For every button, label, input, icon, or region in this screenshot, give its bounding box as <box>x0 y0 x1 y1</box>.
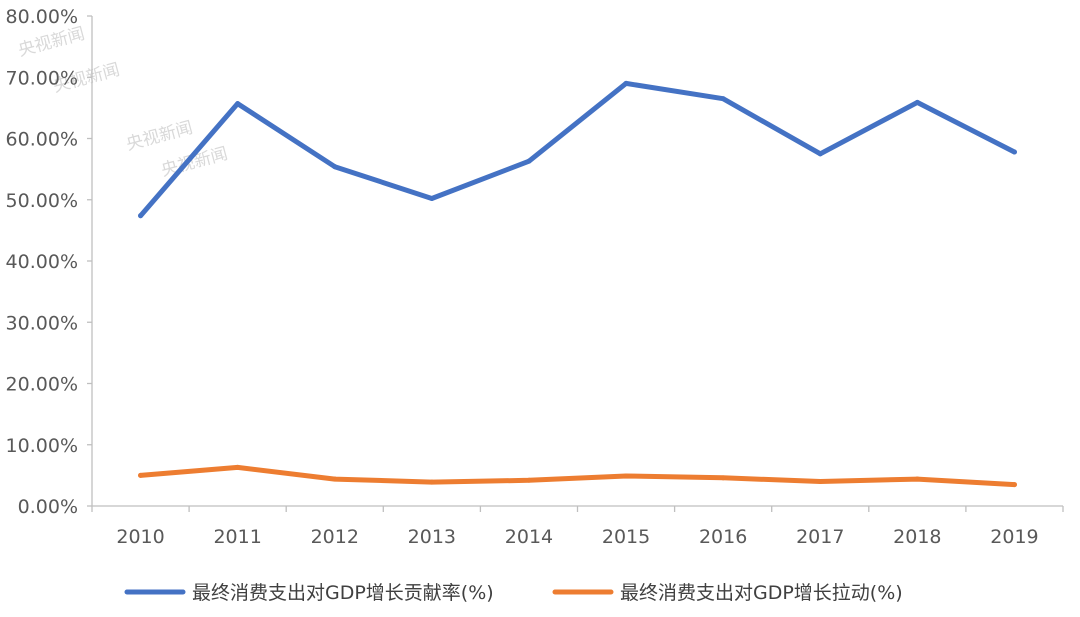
legend-label: 最终消费支出对GDP增长拉动(%) <box>620 582 903 604</box>
x-tick-label: 2011 <box>213 526 261 548</box>
legend-label: 最终消费支出对GDP增长贡献率(%) <box>192 582 494 604</box>
data-point <box>914 99 920 105</box>
series-lines <box>138 80 1017 488</box>
data-point <box>914 476 920 482</box>
y-tick-label: 10.00% <box>6 435 78 457</box>
data-point <box>235 101 241 107</box>
data-point <box>1011 482 1017 488</box>
series-line-2 <box>138 464 1017 488</box>
series-line-1 <box>138 80 1017 219</box>
x-tick-label: 2010 <box>116 526 164 548</box>
x-tick-label: 2016 <box>699 526 747 548</box>
data-point <box>623 80 629 86</box>
x-tick-label: 2015 <box>602 526 650 548</box>
x-tick-label: 2018 <box>893 526 941 548</box>
data-point <box>720 96 726 102</box>
y-tick-label: 80.00% <box>6 6 78 28</box>
data-point <box>235 464 241 470</box>
data-point <box>332 164 338 170</box>
y-tick-label: 0.00% <box>18 496 78 518</box>
x-tick-label: 2014 <box>505 526 553 548</box>
data-point <box>429 479 435 485</box>
x-tick-label: 2017 <box>796 526 844 548</box>
x-axis: 2010 2011 2012 2013 2014 2015 2016 2017 2018 2019 <box>91 505 1064 548</box>
data-point <box>817 479 823 484</box>
watermark-text: 央视新闻 <box>159 144 230 181</box>
watermark-text: 央视新闻 <box>124 118 195 155</box>
data-point <box>1011 149 1017 155</box>
y-tick-label: 30.00% <box>6 312 78 334</box>
data-point <box>429 196 435 202</box>
data-point <box>817 151 823 157</box>
y-tick-label: 50.00% <box>6 190 78 212</box>
y-tick-label: 20.00% <box>6 374 78 396</box>
data-point <box>720 475 726 481</box>
x-tick-label: 2012 <box>311 526 359 548</box>
legend: 最终消费支出对GDP增长贡献率(%) 最终消费支出对GDP增长拉动(%) <box>124 582 903 604</box>
data-point <box>332 476 338 482</box>
watermarks: 央视新闻 央视新闻 央视新闻 央视新闻 <box>16 24 230 181</box>
y-tick-label: 70.00% <box>6 67 78 89</box>
watermark-text: 央视新闻 <box>16 24 87 61</box>
data-point <box>138 213 144 219</box>
y-tick-label: 60.00% <box>6 129 78 151</box>
x-tick-label: 2019 <box>990 526 1038 548</box>
data-point <box>138 472 144 478</box>
data-point <box>526 477 532 483</box>
x-tick-label: 2013 <box>408 526 456 548</box>
data-point <box>623 473 629 479</box>
y-axis: 0.00% 10.00% 20.00% 30.00% 40.00% 50.00% 60.00… <box>6 6 93 518</box>
y-tick-label: 40.00% <box>6 251 78 273</box>
data-point <box>526 158 532 164</box>
